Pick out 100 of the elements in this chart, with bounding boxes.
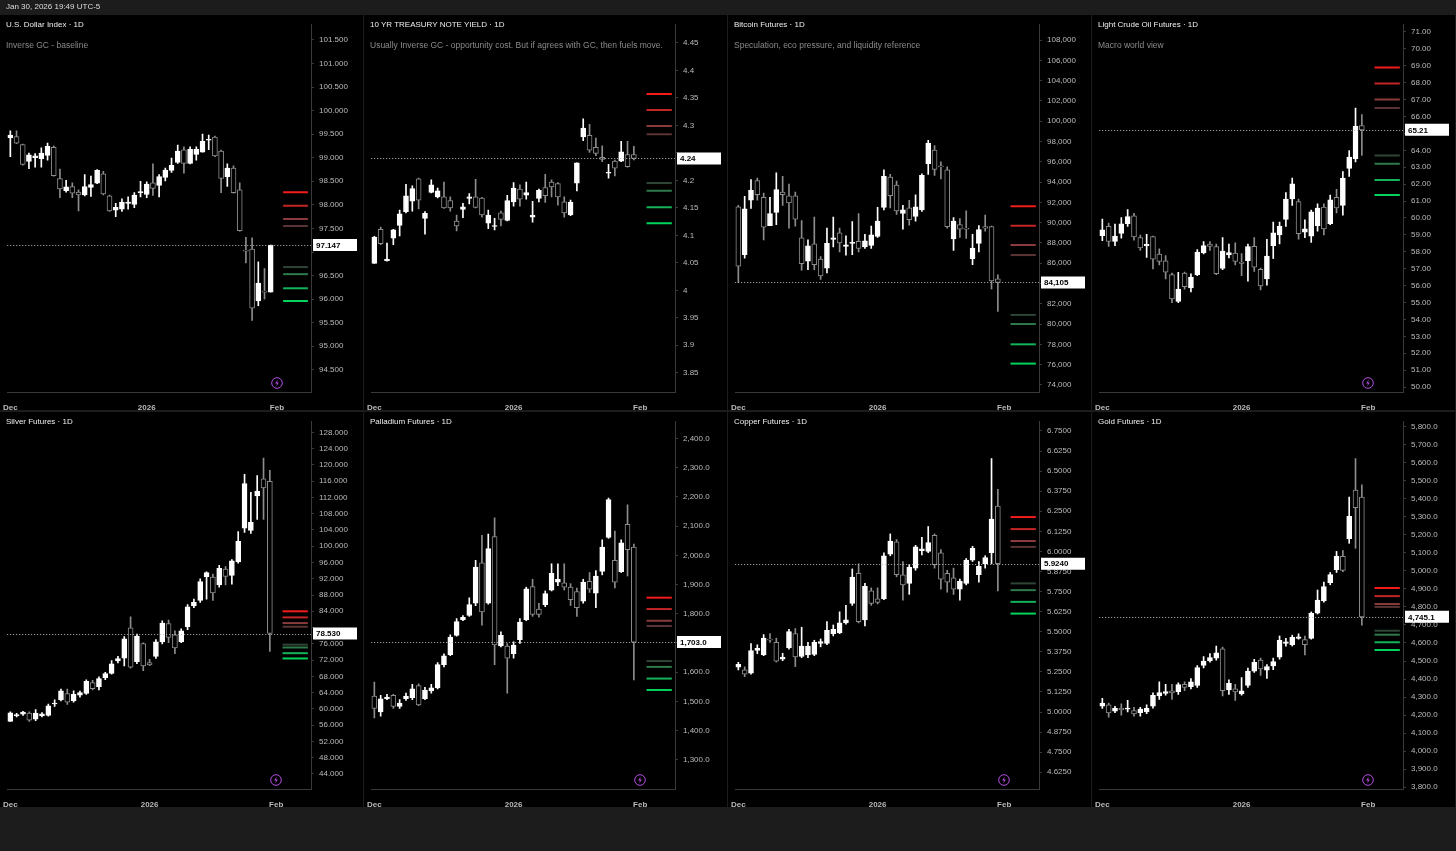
y-tick-label: 52.000 — [319, 736, 345, 746]
y-tick-label: 92,000 — [1047, 197, 1073, 207]
x-tick-label: Dec — [2, 800, 19, 809]
x-tick-label: Dec — [1094, 800, 1111, 809]
candlestick — [254, 475, 261, 520]
y-tick-label: 96.000 — [319, 294, 345, 304]
y-tick-label: 3.9 — [683, 340, 695, 350]
y-tick-label: 5,500.0 — [1411, 475, 1439, 485]
candlestick — [900, 205, 906, 230]
y-tick-label: 57.00 — [1411, 263, 1432, 273]
x-tick-label: Dec — [366, 403, 383, 412]
y-tick-label: 6.3750 — [1047, 486, 1073, 496]
y-tick-label: 59.00 — [1411, 230, 1432, 240]
ref-line-label: 4,745.1 — [1408, 612, 1436, 622]
y-tick-label: 99.000 — [319, 152, 345, 162]
y-tick-label: 4 — [683, 285, 688, 295]
y-tick-label: 101.500 — [319, 35, 349, 45]
y-tick-label: 71.00 — [1411, 27, 1432, 37]
y-tick-label: 88.000 — [319, 590, 345, 600]
y-tick-label: 4.1 — [683, 230, 695, 240]
x-tick-label: Feb — [633, 800, 648, 809]
y-tick-label: 98.500 — [319, 176, 345, 186]
y-tick-label: 108,000 — [1047, 35, 1077, 45]
ref-line-label: 97.147 — [316, 240, 342, 250]
y-tick-label: 4.8750 — [1047, 727, 1073, 737]
y-tick-label: 52.00 — [1411, 348, 1432, 358]
x-tick-label: Dec — [730, 800, 747, 809]
y-tick-label: 54.00 — [1411, 314, 1432, 324]
y-tick-label: 68.00 — [1411, 77, 1432, 87]
y-tick-label: 100.500 — [319, 82, 349, 92]
y-tick-label: 6.5000 — [1047, 466, 1073, 476]
text: Speculation, eco pressure, and liquidity reference — [734, 40, 921, 50]
candlestick — [88, 175, 94, 197]
y-tick-label: 4,200.0 — [1411, 710, 1439, 720]
chart-title: Copper Futures · 1D — [734, 417, 807, 426]
x-tick-label: Feb — [1361, 800, 1376, 809]
y-tick-label: 5,100.0 — [1411, 548, 1439, 558]
candlestick — [205, 134, 212, 151]
y-tick-label: 48.000 — [319, 752, 345, 762]
candlestick — [786, 183, 792, 229]
candlestick — [150, 163, 156, 196]
y-tick-label: 6.7500 — [1047, 426, 1073, 436]
y-tick-label: 62.00 — [1411, 179, 1432, 189]
y-tick-label: 67.00 — [1411, 94, 1432, 104]
y-tick-label: 51.00 — [1411, 365, 1432, 375]
y-tick-label: 102,000 — [1047, 96, 1077, 106]
chart-title: Bitcoin Futures · 1D — [734, 20, 805, 29]
y-tick-label: 5,300.0 — [1411, 512, 1439, 521]
candlestick — [767, 633, 773, 643]
y-tick-label: 106,000 — [1047, 55, 1077, 65]
text: Usually Inverse GC - opportunity cost. But if agrees with GC, then fuels move. — [370, 40, 663, 50]
y-tick-label: 64.000 — [319, 687, 345, 697]
candlestick — [32, 153, 38, 168]
y-tick-label: 82,000 — [1047, 298, 1073, 308]
y-tick-label: 76.000 — [319, 639, 345, 649]
y-tick-label: 104.000 — [319, 525, 349, 535]
y-tick-label: 5,400.0 — [1411, 493, 1439, 503]
candlestick — [504, 643, 511, 694]
y-tick-label: 116.000 — [319, 476, 348, 486]
y-tick-label: 60.00 — [1411, 213, 1432, 223]
y-tick-label: 96.500 — [319, 270, 345, 280]
x-tick-label: Feb — [269, 800, 284, 809]
ref-line-label: 65.21 — [1408, 125, 1429, 135]
y-tick-label: 5.3750 — [1047, 647, 1073, 657]
x-tick-label: Feb — [269, 403, 285, 412]
y-tick-label: 4,000.0 — [1411, 746, 1439, 756]
y-tick-label: 1,600.0 — [683, 667, 711, 677]
y-tick-label: 3,800.0 — [1411, 782, 1439, 792]
y-tick-label: 1,500.0 — [683, 696, 711, 706]
y-tick-label: 4.45 — [683, 38, 700, 48]
y-tick-label: 4.05 — [683, 258, 700, 268]
y-tick-label: 5.2500 — [1047, 667, 1073, 677]
y-tick-label: 4,100.0 — [1411, 728, 1439, 738]
y-tick-label: 4.15 — [683, 203, 700, 213]
y-tick-label: 2,100.0 — [683, 521, 711, 531]
y-tick-label: 100.000 — [319, 105, 349, 115]
y-tick-label: 5.5000 — [1047, 626, 1073, 636]
x-tick-label: 2026 — [504, 403, 524, 412]
y-tick-label: 124.000 — [319, 443, 349, 453]
x-tick-label: Dec — [2, 403, 19, 412]
x-tick-label: Dec — [1094, 403, 1111, 412]
candlestick — [1359, 114, 1365, 156]
y-tick-label: 5,000.0 — [1411, 566, 1439, 576]
y-tick-label: 2,400.0 — [683, 433, 711, 443]
y-tick-label: 120.000 — [319, 460, 349, 470]
y-tick-label: 66.00 — [1411, 111, 1432, 121]
ref-line-label: 78.530 — [316, 629, 342, 639]
y-tick-label: 86,000 — [1047, 258, 1073, 268]
x-tick-label: 2026 — [868, 403, 888, 412]
x-tick-label: 2026 — [137, 403, 157, 412]
y-tick-label: 4,800.0 — [1411, 602, 1439, 612]
y-tick-label: 5,200.0 — [1411, 530, 1439, 540]
y-tick-label: 80,000 — [1047, 319, 1073, 329]
x-tick-label: 2026 — [1232, 403, 1252, 412]
y-tick-label: 99.500 — [319, 129, 345, 139]
text: Jan 30, 2026 19:49 UTC-5 — [6, 2, 101, 12]
y-tick-label: 2,300.0 — [683, 462, 711, 472]
y-tick-label: 4,900.0 — [1411, 584, 1439, 594]
y-tick-label: 4,500.0 — [1411, 656, 1439, 666]
y-tick-label: 5.0000 — [1047, 707, 1073, 717]
